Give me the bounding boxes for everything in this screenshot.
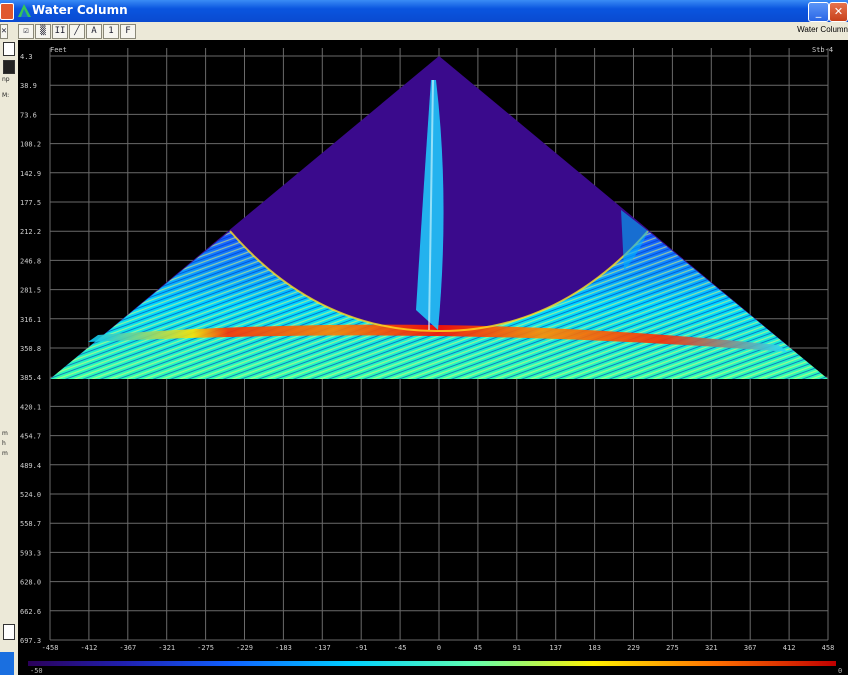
y-tick-label: 73.6 [20, 111, 37, 119]
colorbar-min: -50 [30, 667, 43, 675]
colorbar-gradient [28, 661, 836, 666]
x-tick-label: 412 [783, 644, 796, 652]
x-tick-label: -458 [42, 644, 59, 652]
y-tick-label: 4.3 [20, 53, 33, 61]
nadir-line [428, 79, 434, 331]
strip-label-4: h [2, 440, 6, 447]
x-tick-label: -45 [394, 644, 407, 652]
x-tick-label: -91 [355, 644, 368, 652]
window-title: Water Column [32, 3, 128, 17]
x-tick-label: 137 [549, 644, 562, 652]
left-panel-strip: np M: m h m [0, 40, 18, 650]
x-tick-label: 0 [437, 644, 441, 652]
strip-label-3: m [2, 430, 8, 437]
toolbar-button-2[interactable]: ▒ [35, 24, 51, 39]
toolbar-button-5[interactable]: A [86, 24, 102, 39]
minimize-button[interactable]: _ [808, 2, 829, 22]
y-axis-ticks: 4.3 38.9 73.6 108.2 142.9 177.5 212.2 246.8 281.… [20, 53, 41, 645]
x-tick-label: 45 [474, 644, 482, 652]
x-tick-label: -183 [275, 644, 292, 652]
strip-box-bottom[interactable] [3, 624, 15, 640]
strip-dropdown[interactable] [3, 60, 15, 74]
app-icon [18, 4, 31, 17]
x-tick-label: 275 [666, 644, 679, 652]
side-label: Stb-4 [812, 46, 833, 54]
water-column-target [416, 80, 444, 330]
toolbar-button-3[interactable]: II [52, 24, 68, 39]
x-tick-label: 183 [588, 644, 601, 652]
y-tick-label: 628.0 [20, 579, 41, 587]
strip-box-top[interactable] [3, 42, 15, 56]
taskbar-fragment [0, 652, 14, 675]
x-tick-label: 91 [513, 644, 521, 652]
y-tick-label: 212.2 [20, 228, 41, 236]
y-tick-label: 281.5 [20, 287, 41, 295]
y-tick-label: 142.9 [20, 170, 41, 178]
x-axis-ticks: -458 -412 -367 -321 -275 -229 -183 -137 -91 -45 0 4… [42, 644, 835, 652]
y-tick-label: 454.7 [20, 433, 41, 441]
strip-label-5: m [2, 450, 8, 457]
sonar-display: Feet Stb-4 4.3 38.9 73.6 108.2 142.9 177.5 212… [20, 46, 835, 652]
colorbar-max: 0 [838, 667, 843, 675]
y-tick-label: 246.8 [20, 257, 41, 265]
y-tick-label: 385.4 [20, 374, 41, 382]
y-tick-label: 177.5 [20, 199, 41, 207]
x-tick-label: -367 [119, 644, 136, 652]
x-tick-label: 367 [744, 644, 757, 652]
toolbar-button-6[interactable]: 1 [103, 24, 119, 39]
y-tick-label: 662.6 [20, 608, 41, 616]
title-bar: Water Column _ ✕ [0, 0, 848, 22]
water-column-plot[interactable]: Feet Stb-4 4.3 38.9 73.6 108.2 142.9 177.5 212… [18, 40, 848, 652]
y-tick-label: 524.0 [20, 491, 41, 499]
view-selector[interactable]: Water Column [797, 25, 848, 34]
x-tick-label: -321 [158, 644, 175, 652]
toolbar-button-0[interactable]: ✕ [0, 24, 8, 39]
y-tick-label: 350.8 [20, 345, 41, 353]
right-echo-patch [621, 210, 648, 270]
x-tick-label: 229 [627, 644, 640, 652]
toolbar-button-4[interactable]: ╱ [69, 24, 85, 39]
seabed-upper-edge [229, 230, 649, 333]
x-tick-label: -137 [314, 644, 331, 652]
x-tick-label: 321 [705, 644, 718, 652]
y-tick-label: 593.3 [20, 549, 41, 557]
toolbar-button-7[interactable]: F [120, 24, 136, 39]
x-tick-label: -412 [80, 644, 97, 652]
x-tick-label: -275 [197, 644, 214, 652]
toolbar: ✕ ☑ ▒ II ╱ A 1 F Water Column [0, 22, 848, 41]
y-tick-label: 420.1 [20, 403, 41, 411]
left-close-icon[interactable] [0, 3, 14, 20]
y-tick-label: 38.9 [20, 82, 37, 90]
x-tick-label: -229 [236, 644, 253, 652]
seabed-return-band [88, 324, 788, 352]
y-tick-label: 108.2 [20, 141, 41, 149]
y-tick-label: 697.3 [20, 637, 41, 645]
strip-label-2: M: [2, 92, 10, 99]
y-tick-label: 489.4 [20, 462, 41, 470]
close-button[interactable]: ✕ [829, 2, 848, 22]
colorbar: -50 0 [18, 652, 848, 675]
toolbar-button-1[interactable]: ☑ [18, 24, 34, 39]
strip-label-1: np [2, 76, 10, 83]
y-tick-label: 558.7 [20, 520, 41, 528]
unit-label: Feet [50, 46, 67, 54]
x-tick-label: 458 [822, 644, 835, 652]
y-tick-label: 316.1 [20, 316, 41, 324]
